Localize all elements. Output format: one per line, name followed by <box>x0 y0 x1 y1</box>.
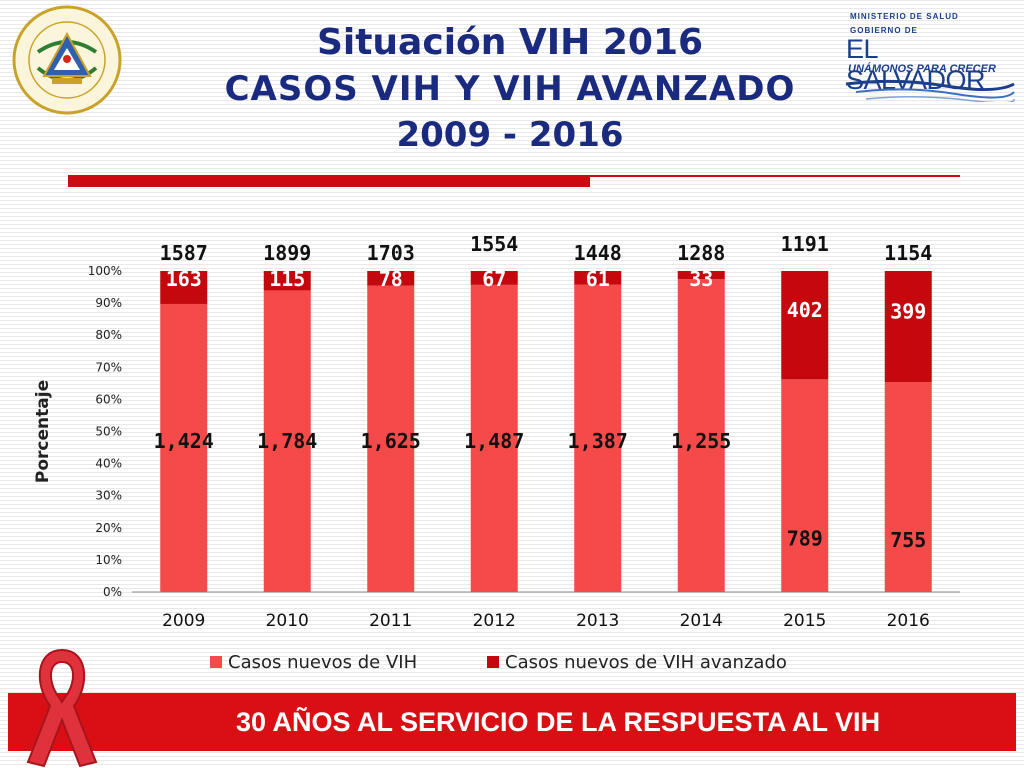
y-tick-label: 30% <box>95 489 122 503</box>
y-tick-label: 100% <box>88 264 122 278</box>
total-label: 1288 <box>677 241 725 265</box>
title-line-2: CASOS VIH Y VIH AVANZADO <box>224 69 796 109</box>
data-label-casos-vih: 1,424 <box>154 429 214 453</box>
y-tick-label: 60% <box>95 392 122 406</box>
x-tick-label: 2011 <box>369 611 412 631</box>
bar-casos-vih-avanzado <box>677 271 725 280</box>
legend-entry: Casos nuevos de VIH avanzado <box>505 652 787 673</box>
data-label-casos-vih-avanzado: 67 <box>482 267 506 291</box>
y-tick-label: 20% <box>95 521 122 535</box>
y-axis-label: Porcentaje <box>33 380 53 483</box>
total-label: 1703 <box>367 241 415 265</box>
bar-casos-vih-avanzado <box>574 271 622 285</box>
data-label-casos-vih-avanzado: 163 <box>166 267 202 291</box>
data-label-casos-vih: 1,625 <box>361 429 421 453</box>
x-tick-label: 2009 <box>162 611 205 631</box>
logo-waves-icon <box>845 79 1015 102</box>
y-tick-label: 40% <box>95 457 122 471</box>
bar-casos-vih <box>160 303 208 592</box>
government-logo: MINISTERIO DE SALUD GOBIERNO DE EL SALVA… <box>836 8 1016 103</box>
bar-casos-vih <box>677 279 725 592</box>
x-tick-label: 2016 <box>887 611 930 631</box>
logo-motto: UNÁMONOS PARA CRECER <box>848 63 996 75</box>
x-tick-label: 2014 <box>680 611 723 631</box>
page-title: Situación VIH 2016 CASOS VIH Y VIH AVANZ… <box>150 20 870 158</box>
x-tick-label: 2013 <box>576 611 619 631</box>
total-label: 1554 <box>470 232 518 256</box>
y-tick-label: 90% <box>95 296 122 310</box>
data-label-casos-vih: 1,487 <box>464 429 524 453</box>
title-line-1: Situación VIH 2016 <box>316 22 704 63</box>
bar-casos-vih <box>574 284 622 592</box>
data-label-casos-vih: 755 <box>890 528 926 552</box>
total-label: 1899 <box>263 241 311 265</box>
bar-casos-vih <box>263 290 311 592</box>
total-label: 1154 <box>884 241 932 265</box>
bottom-banner: 30 AÑOS AL SERVICIO DE LA RESPUESTA AL V… <box>8 693 1016 751</box>
data-label-casos-vih-avanzado: 115 <box>269 267 305 291</box>
data-label-casos-vih-avanzado: 78 <box>379 267 403 291</box>
total-label: 1191 <box>781 232 829 256</box>
data-label-casos-vih: 1,784 <box>257 429 317 453</box>
y-tick-label: 10% <box>95 553 122 567</box>
banner-text: 30 AÑOS AL SERVICIO DE LA RESPUESTA AL V… <box>235 707 881 737</box>
logo-gov: GOBIERNO DE <box>850 26 918 35</box>
total-label: 1587 <box>160 241 208 265</box>
bar-casos-vih-avanzado <box>263 271 311 291</box>
bar-casos-vih <box>367 285 415 592</box>
el-salvador-coat-of-arms-icon <box>12 5 122 115</box>
legend-swatch <box>210 656 222 668</box>
bar-casos-vih <box>781 379 829 592</box>
y-tick-label: 80% <box>95 328 122 342</box>
title-underline-thin <box>590 175 960 177</box>
bar-casos-vih-avanzado <box>160 271 208 304</box>
bar-casos-vih-avanzado <box>781 271 829 380</box>
x-tick-label: 2012 <box>473 611 516 631</box>
bar-casos-vih-avanzado <box>470 271 518 285</box>
x-tick-label: 2015 <box>783 611 826 631</box>
data-label-casos-vih-avanzado: 399 <box>890 299 926 323</box>
legend-swatch <box>487 656 499 668</box>
total-label: 1448 <box>574 241 622 265</box>
data-label-casos-vih: 1,255 <box>671 429 731 453</box>
data-label-casos-vih-avanzado: 402 <box>787 298 823 322</box>
y-tick-label: 50% <box>95 425 122 439</box>
y-tick-label: 70% <box>95 360 122 374</box>
legend-entry: Casos nuevos de VIH <box>228 652 417 673</box>
bar-casos-vih-avanzado <box>367 271 415 286</box>
title-underline-thick <box>68 175 590 187</box>
bar-casos-vih <box>884 381 932 592</box>
data-label-casos-vih: 1,387 <box>568 429 628 453</box>
data-label-casos-vih-avanzado: 33 <box>689 267 713 291</box>
bar-casos-vih-avanzado <box>884 271 932 382</box>
y-tick-label: 0% <box>103 585 122 599</box>
data-label-casos-vih: 789 <box>787 527 823 551</box>
title-line-3: 2009 - 2016 <box>396 115 624 155</box>
data-label-casos-vih-avanzado: 61 <box>586 267 610 291</box>
bar-casos-vih <box>470 284 518 592</box>
red-ribbon-icon <box>26 648 98 768</box>
logo-ministry: MINISTERIO DE SALUD <box>850 12 959 21</box>
stacked-bar-chart: 0% 10% 20% 30% 40% 50% 60% 70% 80% 90% 100% Porcent… <box>33 232 960 673</box>
x-tick-label: 2010 <box>266 611 309 631</box>
